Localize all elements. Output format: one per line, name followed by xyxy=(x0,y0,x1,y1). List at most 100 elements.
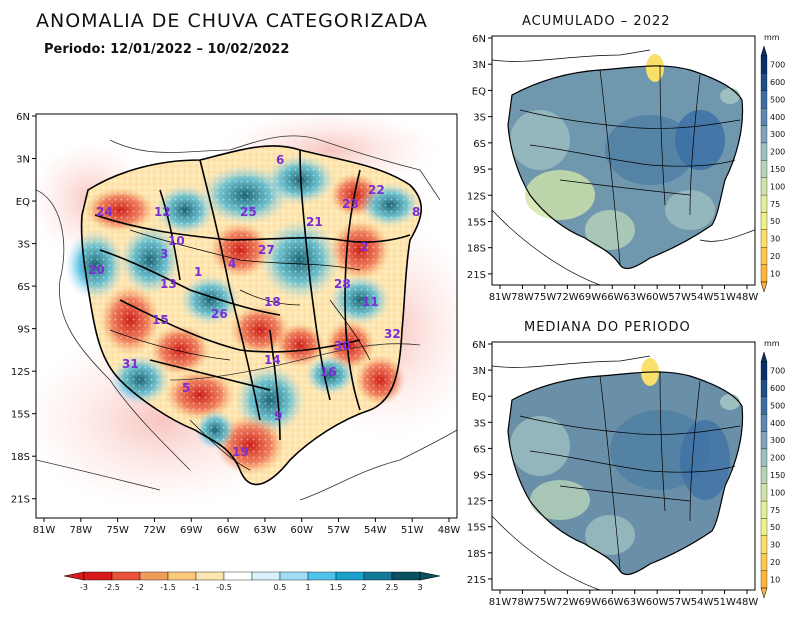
lon-tick-label: 69W xyxy=(180,525,203,536)
mm-colorbar-segment xyxy=(760,247,768,265)
lat-tick-label: EQ xyxy=(472,86,486,97)
lat-tick-label: 15S xyxy=(467,523,486,534)
mm-colorbar-segment xyxy=(760,73,768,91)
basin-label: 1 xyxy=(194,265,202,279)
lon-tick-label: 48W xyxy=(736,292,759,303)
sub-basin-outlines xyxy=(80,145,422,486)
basin-label: 19 xyxy=(232,445,249,459)
bottom-lat-axis: 6N 3N EQ 3S 6S 9S 12S 15S 18S 21S xyxy=(467,340,492,586)
lat-tick-label: 21S xyxy=(467,270,486,281)
lon-tick-label: 60W xyxy=(290,525,313,536)
lat-tick-label: 6S xyxy=(473,139,486,150)
mm-colorbar-tick-label: 700 xyxy=(770,61,785,70)
basin-label: 20 xyxy=(88,263,105,277)
colorbar-segment xyxy=(279,571,309,581)
colorbar-segment xyxy=(391,571,421,581)
mm-colorbar-tick-label: 400 xyxy=(770,419,785,428)
lon-tick-label: 54W xyxy=(691,292,714,303)
lat-tick-label: 6S xyxy=(473,444,486,455)
lat-tick-label: 3N xyxy=(16,155,30,166)
lon-tick-label: 57W xyxy=(327,525,350,536)
colorbar-segment xyxy=(195,571,225,581)
mm-colorbar-tick-label: 10 xyxy=(770,269,780,278)
colorbar-arrow-left xyxy=(63,571,85,581)
lon-tick-label: 63W xyxy=(254,525,277,536)
basin-label: 5 xyxy=(182,381,190,395)
mm-colorbar-tick-label: 75 xyxy=(770,506,780,515)
lon-tick-label: 54W xyxy=(364,525,387,536)
mm-colorbar-segment xyxy=(760,500,768,519)
lat-tick-label: EQ xyxy=(16,197,30,208)
lon-tick-label: 60W xyxy=(646,597,669,608)
colorbar-segment xyxy=(251,571,281,581)
mm-colorbar-bottom: mm 700 600 500 400 300 200 150 100 75 50 30 20 10 xyxy=(760,339,785,599)
colorbar-segment xyxy=(307,571,337,581)
lon-tick-label: 48W xyxy=(438,525,461,536)
mm-colorbar-segment xyxy=(760,55,768,74)
mm-colorbar-segment xyxy=(760,194,768,213)
mm-colorbar-tick-label: 100 xyxy=(770,182,785,191)
mm-colorbar-arrow-top xyxy=(760,351,768,363)
basin-label: 12 xyxy=(154,205,171,219)
lon-tick-label: 81W xyxy=(489,292,512,303)
basin-label: 30 xyxy=(334,339,351,353)
mm-colorbar-segment xyxy=(760,361,768,380)
mm-colorbar-tick-label: 500 xyxy=(770,95,785,104)
mm-colorbar-tick-label: 150 xyxy=(770,165,785,174)
mm-unit-label: mm xyxy=(764,33,780,42)
lat-tick-label: 18S xyxy=(467,244,486,255)
colorbar-tick-label: 2.5 xyxy=(386,583,399,592)
mm-colorbar-segment xyxy=(760,229,768,248)
lon-tick-label: 63W xyxy=(623,292,646,303)
basin-labels: 6 24 12 25 22 23 21 10 3 27 2 20 13 4 8 … xyxy=(88,153,420,459)
mm-colorbar-tick-label: 600 xyxy=(770,78,785,87)
basin-label: 3 xyxy=(160,247,168,261)
basin-label: 25 xyxy=(240,205,257,219)
page-title: ANOMALIA DE CHUVA CATEGORIZADA xyxy=(36,10,428,32)
top-lon-axis: 81W 78W 75W 72W 69W 66W 63W 60W 57W 54W 51W 48W xyxy=(489,285,759,303)
colorbar-tick-label: 0.5 xyxy=(274,583,287,592)
lat-tick-label: 3S xyxy=(473,418,486,429)
period-subtitle: Periodo: 12/01/2022 – 10/02/2022 xyxy=(44,42,290,57)
basin-label: 15 xyxy=(152,313,169,327)
basin-label: 9 xyxy=(274,409,282,423)
lat-tick-label: 3N xyxy=(472,60,486,71)
mm-colorbar-segment xyxy=(760,431,768,450)
mm-colorbar-segment xyxy=(760,160,768,178)
lat-tick-label: 21S xyxy=(467,575,486,586)
basin-label: 24 xyxy=(96,205,113,219)
colorbar-tick-label: 3 xyxy=(417,583,422,592)
basin-label: 13 xyxy=(160,277,177,291)
mm-colorbar-segment xyxy=(760,414,768,432)
basin-label: 10 xyxy=(168,234,185,248)
mm-colorbar-tick-label: 50 xyxy=(770,217,780,226)
mm-colorbar-tick-label: 10 xyxy=(770,575,780,584)
lon-tick-label: 72W xyxy=(556,292,579,303)
basin-label: 18 xyxy=(264,295,281,309)
lat-tick-label: 12S xyxy=(467,191,486,202)
lat-tick-label: 18S xyxy=(467,549,486,560)
mm-colorbar-tick-label: 600 xyxy=(770,384,785,393)
basin-label: 6 xyxy=(276,153,284,167)
colorbar-tick-label: -1 xyxy=(192,583,200,592)
basin-label: 16 xyxy=(320,365,337,379)
colorbar-segment xyxy=(111,571,141,581)
basin-label: 14 xyxy=(264,353,281,367)
lat-tick-label: 3S xyxy=(473,113,486,124)
colorbar-tick-label: -1.5 xyxy=(160,583,176,592)
basin-label: 27 xyxy=(258,243,275,257)
lon-tick-label: 57W xyxy=(668,292,691,303)
lon-tick-label: 66W xyxy=(217,525,240,536)
colorbar-tick-label: -0.5 xyxy=(216,583,232,592)
mm-colorbar-top: mm 700 600 500 400 300 200 150 100 75 50 30 20 10 xyxy=(760,33,785,293)
lat-tick-label: EQ xyxy=(472,392,486,403)
lon-tick-label: 48W xyxy=(736,597,759,608)
mm-colorbar-tick-label: 30 xyxy=(770,235,780,244)
basin-label: 32 xyxy=(384,327,401,341)
lat-tick-label: 9S xyxy=(473,471,486,482)
mm-colorbar-tick-label: 75 xyxy=(770,200,780,209)
mm-colorbar-segment xyxy=(760,177,768,196)
colorbar-segment xyxy=(363,571,393,581)
lat-tick-label: 9S xyxy=(473,165,486,176)
lat-tick-label: 12S xyxy=(467,497,486,508)
